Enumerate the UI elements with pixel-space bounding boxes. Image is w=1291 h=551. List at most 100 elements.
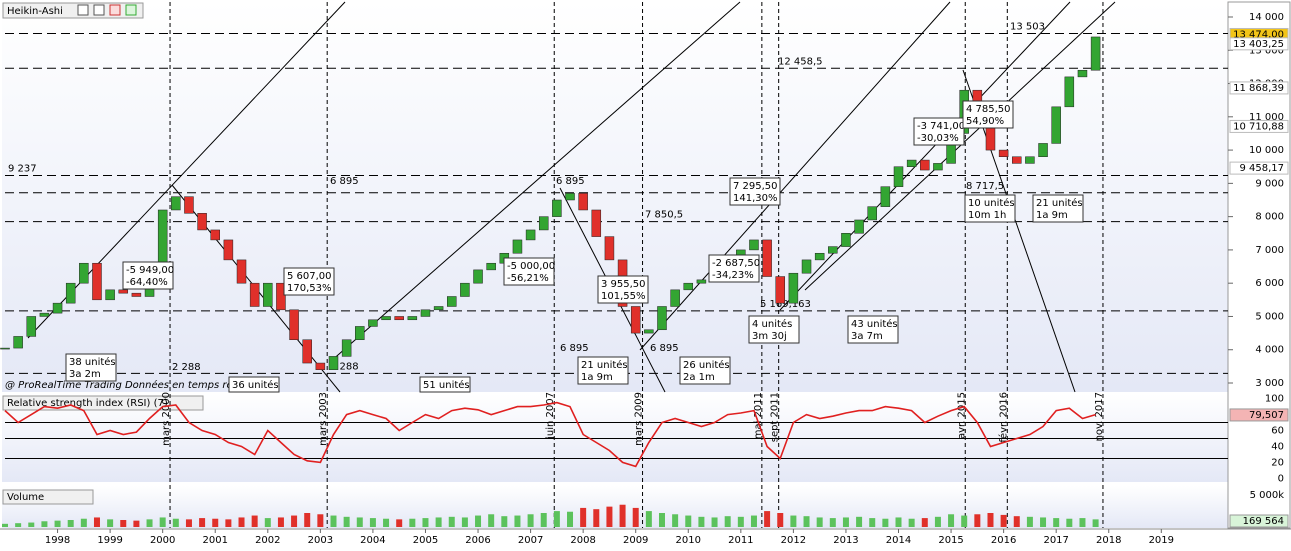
x-tick-label: 2003 [308, 535, 333, 546]
candle [289, 309, 299, 341]
date-label: févr. 2016 [997, 392, 1009, 443]
volume-bar [856, 516, 863, 527]
trend-line [639, 1, 951, 351]
candle [552, 199, 562, 217]
candle [131, 292, 142, 297]
rsi-title: Relative strength index (RSI) (7) [7, 398, 168, 409]
candle [0, 347, 10, 350]
volume-bar [685, 515, 692, 527]
volume-bar [159, 517, 166, 527]
y-tick-label: 40 [1271, 441, 1284, 452]
candle [696, 279, 707, 284]
annotation-text: 101,55% [601, 291, 646, 302]
volume-bar [764, 511, 771, 527]
trend-line [779, 1, 1071, 311]
annotation-box [1032, 194, 1084, 223]
y-tick-label: 7 000 [1255, 245, 1284, 256]
value-tag-label: 169 564 [1243, 516, 1284, 527]
candle [263, 282, 273, 307]
candle [52, 302, 63, 314]
volume-bar [1013, 516, 1020, 527]
x-tick-label: 1998 [45, 535, 70, 546]
volume-bar [461, 517, 468, 527]
y-tick-label: 14 000 [1249, 12, 1284, 23]
volume-bar [632, 507, 639, 527]
rsi-line [4, 401, 1096, 468]
volume-bar [277, 517, 284, 527]
volume-bar [777, 513, 784, 527]
candle [893, 166, 904, 187]
annotation-box [708, 254, 760, 283]
price-tag-label: 11 868,39 [1233, 83, 1284, 94]
candle [118, 289, 129, 294]
annotation-text: -5 000,00 [507, 261, 555, 272]
volume-bar [291, 515, 298, 527]
y-tick-label: 60 [1271, 426, 1284, 437]
y-tick-label: 0 [1278, 473, 1284, 484]
volume-bar [698, 516, 705, 527]
volume-bar [842, 517, 849, 527]
close-icon[interactable] [93, 4, 105, 16]
annotation-text: -64,40% [126, 277, 168, 288]
candle [105, 289, 115, 301]
volume-bar [146, 519, 153, 527]
level-label: 7 850,5 [645, 210, 683, 221]
volume-bar [737, 516, 744, 527]
volume-bar [343, 516, 350, 527]
annotation-text: 2a 1m [683, 372, 715, 383]
candle [630, 306, 641, 334]
footer: @ ProRealTime Trading Données en temps r… [5, 379, 242, 391]
volume-bar [658, 513, 665, 527]
price-tag-label: 10 710,88 [1233, 121, 1284, 132]
volume-bar [212, 518, 219, 527]
volume-bar [475, 515, 482, 527]
volume-bar [120, 520, 127, 527]
volume-bar [330, 515, 337, 527]
volume-bar [369, 518, 376, 527]
volume-bar [514, 515, 521, 527]
volume-bar [987, 513, 994, 527]
settings-icon[interactable] [77, 4, 89, 16]
x-tick-label: 2002 [255, 535, 280, 546]
candle [538, 216, 549, 231]
date-label: mars 2003 [318, 392, 329, 446]
annotation-text: -3 741,00 [917, 121, 965, 132]
x-tick-label: 2005 [413, 535, 438, 546]
level-label: 3 288 [330, 361, 359, 372]
annotation-text: 4 unités [752, 318, 792, 330]
date-label: juin 2007 [545, 392, 556, 440]
y-tick-label: 13 000 [1249, 45, 1284, 56]
annotation-text: 26 unités [683, 359, 730, 371]
y-tick-label: 5 000k [1250, 490, 1285, 501]
up-icon[interactable] [125, 4, 137, 16]
volume-bar [974, 514, 981, 527]
volume-bar [383, 518, 390, 527]
candle [420, 309, 431, 317]
price-tag [1229, 119, 1289, 133]
annotation-text: 1a 9m [581, 372, 613, 383]
candle [591, 209, 602, 237]
annotation-box [913, 117, 965, 146]
annotation-text: 4 785,50 [966, 104, 1011, 115]
volume-bar [829, 518, 836, 527]
x-tick-label: 2006 [465, 535, 490, 546]
date-label: mai 2011 [753, 392, 764, 439]
level-label: 12 458,5 [778, 56, 823, 67]
volume-panel [2, 486, 1228, 528]
remove-icon[interactable] [109, 4, 121, 16]
volume-bar [1000, 514, 1007, 527]
annotation-text: 43 unités [851, 318, 898, 330]
candle [184, 196, 194, 214]
candle [920, 159, 930, 171]
volume-bar [80, 518, 87, 527]
candle [328, 356, 339, 370]
volume-bar [1026, 516, 1033, 527]
price-panel [2, 2, 1228, 392]
volume-bar [54, 520, 61, 527]
annotation-text: -5 949,00 [126, 265, 174, 276]
candle [841, 233, 851, 247]
volume-bar [895, 517, 902, 527]
volume-bar [1066, 518, 1073, 527]
